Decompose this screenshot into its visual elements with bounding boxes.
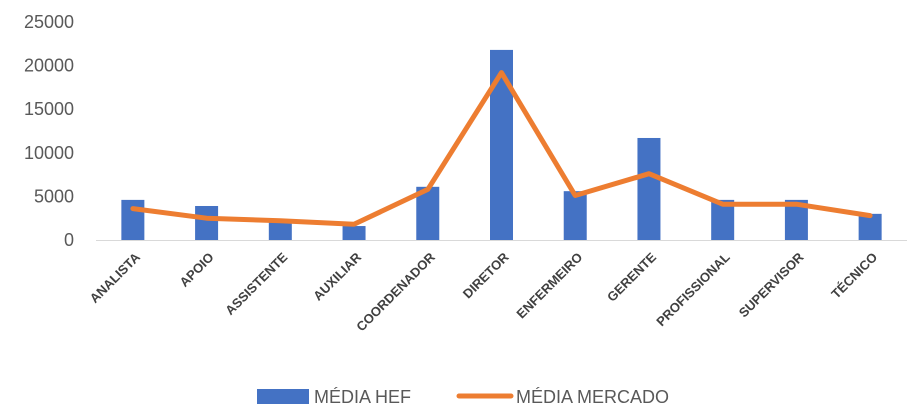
x-tick-label: ENFERMEIRO — [513, 250, 585, 322]
line-series — [130, 70, 873, 227]
x-tick-label: DIRETOR — [460, 249, 512, 301]
y-tick-label: 25000 — [24, 12, 74, 32]
bar-enfermeiro — [563, 191, 587, 240]
legend-label-media-hef: MÉDIA HEF — [314, 387, 411, 407]
y-axis-ticks: 0 5000 10000 15000 20000 25000 — [24, 12, 74, 250]
x-tick-label: COORDENADOR — [353, 249, 438, 334]
y-tick-label: 15000 — [24, 99, 74, 119]
x-tick-label: TÉCNICO — [828, 250, 880, 302]
bar-apoio — [195, 205, 219, 240]
bar-series — [121, 49, 882, 241]
bar-assistente — [268, 220, 292, 240]
x-tick-label: PROFISSIONAL — [653, 249, 733, 329]
bar-gerente — [637, 137, 661, 240]
bar-profissional — [711, 199, 735, 240]
y-tick-label: 20000 — [24, 56, 74, 76]
x-tick-label: ASSISTENTE — [222, 249, 291, 318]
y-tick-label: 5000 — [34, 186, 74, 206]
x-tick-label: ANALISTA — [87, 249, 144, 306]
bar-técnico — [858, 213, 882, 240]
bar-auxiliar — [342, 226, 366, 240]
x-tick-label: SUPERVISOR — [736, 249, 807, 320]
legend: MÉDIA HEF MÉDIA MERCADO — [257, 387, 669, 407]
x-tick-label: GERENTE — [604, 249, 659, 304]
x-axis-ticks: ANALISTA APOIO ASSISTENTE AUXILIARCOORDENAD… — [87, 249, 881, 334]
y-tick-label: 10000 — [24, 143, 74, 163]
legend-swatch-media-hef — [257, 389, 309, 404]
bar-supervisor — [784, 199, 808, 240]
bar-diretor — [490, 49, 513, 241]
x-tick-label: APOIO — [176, 250, 216, 290]
legend-label-media-mercado: MÉDIA MERCADO — [516, 387, 669, 407]
x-tick-label: AUXILIAR — [310, 249, 364, 303]
bar-coordenador — [416, 186, 440, 240]
y-tick-label: 0 — [64, 230, 74, 250]
bar-analista — [121, 199, 145, 240]
